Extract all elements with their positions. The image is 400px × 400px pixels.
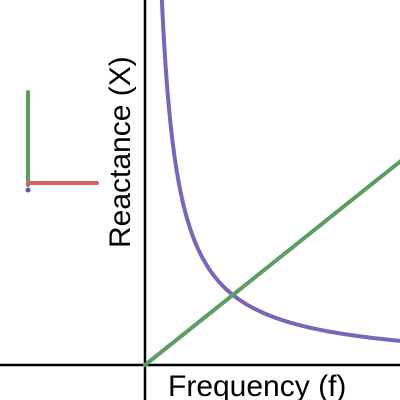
inductive-reactance-line [143,159,400,367]
series-layer [143,0,400,367]
legend-corner-dot [25,187,31,193]
legend-marker [25,90,99,193]
y-axis-label: Reactance (X) [104,56,137,248]
capacitive-reactance-curve [159,0,400,343]
x-axis-label: Frequency (f) [168,370,346,400]
